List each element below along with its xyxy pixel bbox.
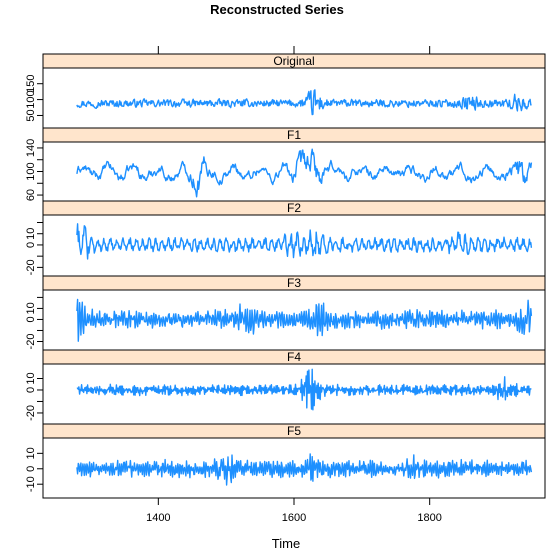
panels-layer: Original50100150F160100140F2-20010F3-200… [25, 53, 546, 499]
y-tick-label-f3-0: 0 [25, 316, 37, 322]
panel-f3: F3 -20 0 10 [25, 275, 546, 351]
panel-f4: F4 -20 0 10 [25, 349, 546, 425]
panel-f1: F1 60 100 140 [25, 127, 546, 202]
series-line-original [76, 89, 532, 116]
strip-label-original: Original [273, 54, 314, 68]
y-tick-label-f5-0: 0 [25, 466, 37, 472]
y-tick-label-original-50: 50 [25, 109, 37, 121]
y-tick-label-f4-0: 0 [25, 387, 37, 393]
y-tick-label-f2-10: 10 [25, 228, 37, 240]
y-tick-label-f2-0: 0 [25, 242, 37, 248]
strip-label-f3: F3 [287, 276, 301, 290]
series-line-f2 [76, 223, 533, 260]
chart-title: Reconstructed Series [210, 2, 344, 17]
strip-label-f5: F5 [287, 424, 301, 438]
x-tick-label-1600: 1600 [282, 512, 306, 524]
series-line-f5 [76, 453, 533, 486]
x-axis-label: Time [272, 536, 300, 551]
panel-f2: F2 -20 0 10 [25, 200, 546, 277]
y-tick-label-f1-60: 60 [25, 189, 37, 201]
y-tick-label-f3-10: 10 [25, 302, 37, 314]
y-tick-label-f5-10: 10 [25, 447, 37, 459]
y-tick-label-original-150: 150 [25, 75, 37, 93]
panel-f5: F5 -10 0 10 [25, 423, 546, 499]
y-tick-label-f1-100: 100 [25, 162, 37, 180]
strip-label-f2: F2 [287, 201, 301, 215]
y-tick-label-f4-10: 10 [25, 372, 37, 384]
y-tick-label-f5--10: -10 [25, 476, 37, 492]
y-tick-label-f2--20: -20 [25, 259, 37, 275]
y-tick-label-original-100: 100 [25, 90, 37, 108]
y-tick-label-f3--20: -20 [25, 334, 37, 350]
strip-label-f1: F1 [287, 128, 301, 142]
x-tick-label-1800: 1800 [417, 512, 441, 524]
series-line-f1 [76, 148, 533, 198]
y-tick-label-f4--20: -20 [25, 405, 37, 421]
x-axis: 1400 1600 1800 [146, 46, 442, 524]
x-tick-label-1400: 1400 [146, 512, 170, 524]
y-tick-label-f1-140: 140 [25, 139, 37, 157]
series-line-f4 [76, 368, 532, 411]
series-line-f3 [76, 298, 533, 342]
strip-label-f4: F4 [287, 350, 301, 364]
